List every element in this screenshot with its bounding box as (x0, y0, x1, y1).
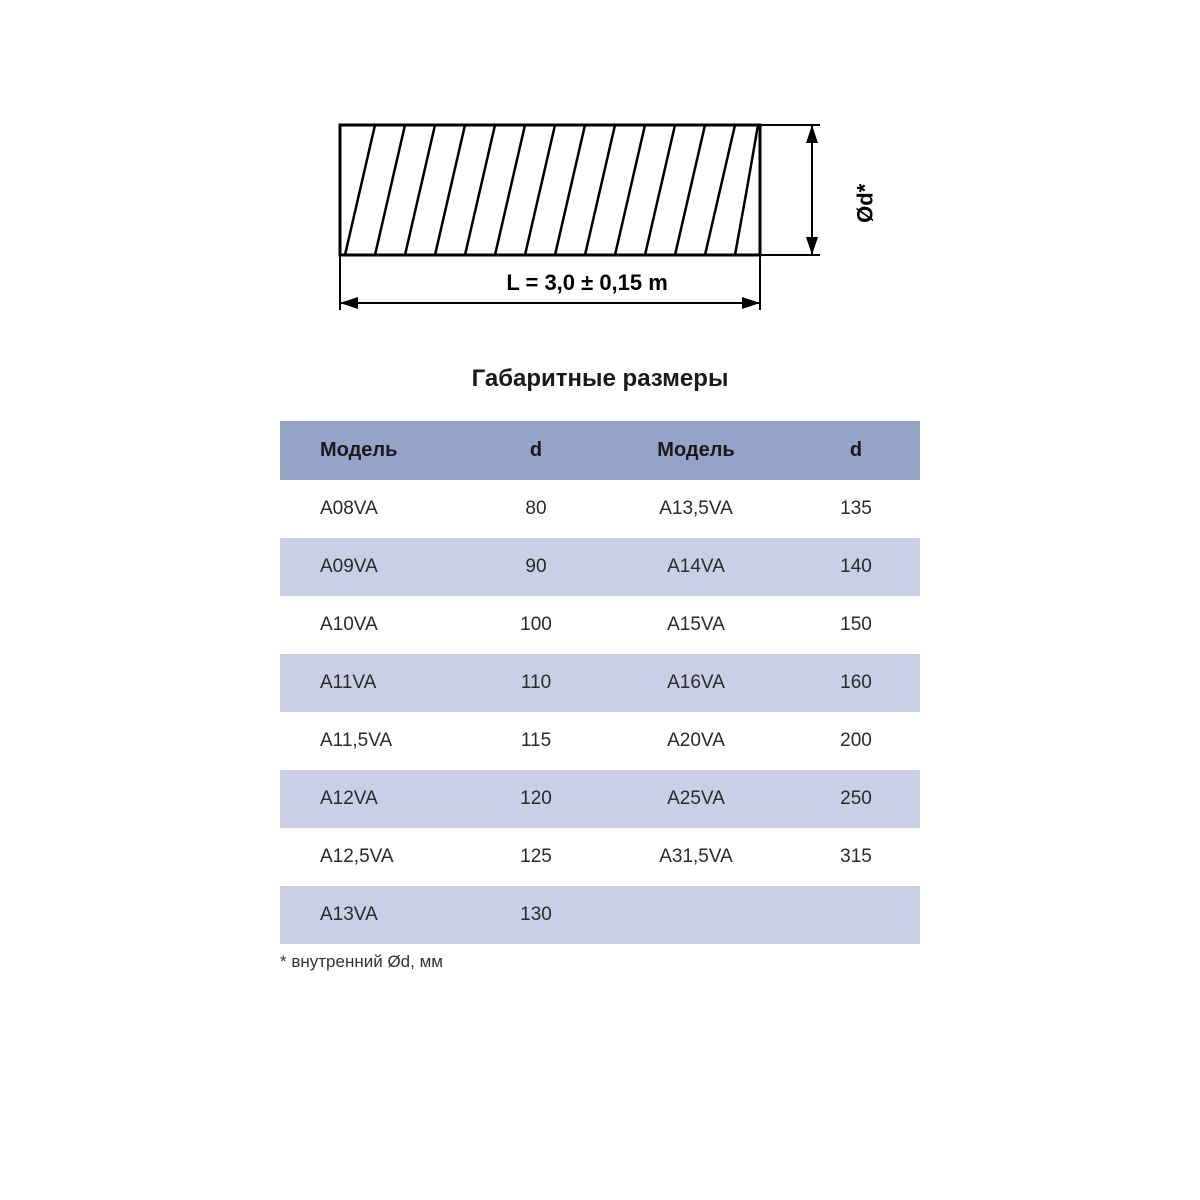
cell-d: 160 (792, 654, 920, 712)
cell-d: 90 (472, 538, 600, 596)
cell-model: A15VA (600, 596, 792, 654)
cell-model: A09VA (280, 538, 472, 596)
cell-model: A10VA (280, 596, 472, 654)
cell-model (600, 886, 792, 944)
cell-d: 315 (792, 828, 920, 886)
diameter-dimension-label: Ød* (852, 184, 878, 223)
cell-d: 120 (472, 770, 600, 828)
cell-model: A11VA (280, 654, 472, 712)
cell-model: A12,5VA (280, 828, 472, 886)
table-title: Габаритные размеры (472, 365, 729, 393)
technical-diagram: L = 3,0 ± 0,15 m Ød* (330, 115, 870, 315)
cell-d: 100 (472, 596, 600, 654)
table-row: A12,5VA 125 A31,5VA 315 (280, 828, 920, 886)
table-row: A10VA 100 A15VA 150 (280, 596, 920, 654)
header-d-1: d (472, 421, 600, 480)
cell-model: A11,5VA (280, 712, 472, 770)
header-d-2: d (792, 421, 920, 480)
cell-model: A08VA (280, 480, 472, 538)
dimensions-table: Модель d Модель d A08VA 80 A13,5VA 135 A… (280, 421, 920, 944)
dimensions-table-container: Модель d Модель d A08VA 80 A13,5VA 135 A… (280, 421, 920, 944)
header-model-1: Модель (280, 421, 472, 480)
table-header-row: Модель d Модель d (280, 421, 920, 480)
cell-d: 110 (472, 654, 600, 712)
cell-model: A12VA (280, 770, 472, 828)
cell-model: A31,5VA (600, 828, 792, 886)
cell-d: 250 (792, 770, 920, 828)
cell-model: A13VA (280, 886, 472, 944)
cell-d: 130 (472, 886, 600, 944)
cell-model: A16VA (600, 654, 792, 712)
cell-d: 200 (792, 712, 920, 770)
cell-d: 115 (472, 712, 600, 770)
cell-d: 150 (792, 596, 920, 654)
cell-d: 135 (792, 480, 920, 538)
cell-d: 125 (472, 828, 600, 886)
table-row: A11,5VA 115 A20VA 200 (280, 712, 920, 770)
cell-model: A20VA (600, 712, 792, 770)
cell-d (792, 886, 920, 944)
table-body: A08VA 80 A13,5VA 135 A09VA 90 A14VA 140 … (280, 480, 920, 944)
length-dimension-label: L = 3,0 ± 0,15 m (506, 270, 668, 296)
table-row: A09VA 90 A14VA 140 (280, 538, 920, 596)
cell-model: A25VA (600, 770, 792, 828)
cell-model: A13,5VA (600, 480, 792, 538)
cell-model: A14VA (600, 538, 792, 596)
table-row: A08VA 80 A13,5VA 135 (280, 480, 920, 538)
table-row: A13VA 130 (280, 886, 920, 944)
cell-d: 80 (472, 480, 600, 538)
table-row: A11VA 110 A16VA 160 (280, 654, 920, 712)
cell-d: 140 (792, 538, 920, 596)
table-row: A12VA 120 A25VA 250 (280, 770, 920, 828)
header-model-2: Модель (600, 421, 792, 480)
footnote: * внутренний Ød, мм (280, 952, 920, 972)
